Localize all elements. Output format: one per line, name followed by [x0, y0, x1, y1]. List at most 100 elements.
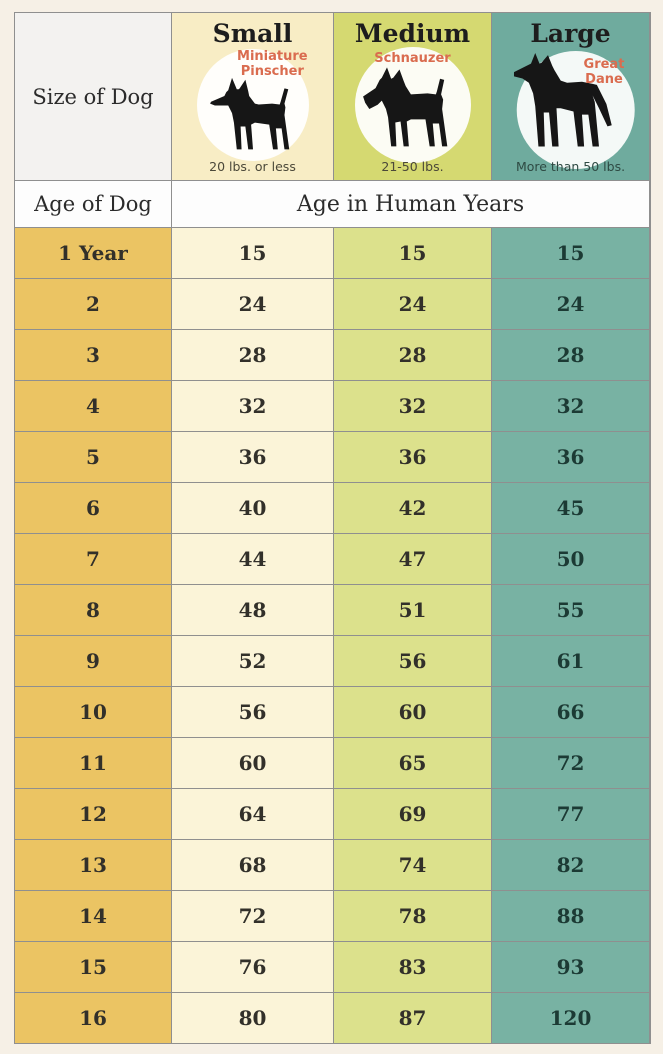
small-dog-human-years-value: 52 — [238, 649, 267, 673]
large-dog-human-years-cell: 24 — [492, 279, 649, 329]
medium-dog-human-years-value: 36 — [398, 445, 427, 469]
small-dog-human-years-value: 64 — [238, 802, 267, 826]
large-dog-human-years-cell: 55 — [492, 585, 649, 635]
small-dog-human-years-cell: 68 — [172, 840, 333, 890]
large-dog-human-years-value: 28 — [556, 343, 585, 367]
large-dog-human-years-value: 15 — [556, 241, 585, 265]
small-dog-human-years-value: 76 — [238, 955, 267, 979]
medium-dog-human-years-cell: 69 — [334, 789, 491, 839]
dog-age-cell: 6 — [15, 483, 171, 533]
medium-dog-human-years-value: 60 — [398, 700, 427, 724]
size-of-dog-label: Size of Dog — [32, 84, 154, 109]
medium-weight-label: 21-50 lbs. — [381, 159, 444, 174]
small-dog-human-years-cell: 24 — [172, 279, 333, 329]
large-dog-human-years-cell: 32 — [492, 381, 649, 431]
large-dog-human-years-value: 50 — [556, 547, 585, 571]
dog-age-value: 5 — [86, 445, 100, 469]
large-breed-label: Great Dane — [583, 57, 625, 87]
medium-dog-human-years-cell: 28 — [334, 330, 491, 380]
small-dog-human-years-value: 48 — [238, 598, 267, 622]
dog-age-cell: 7 — [15, 534, 171, 584]
dog-age-value: 6 — [86, 496, 100, 520]
large-dog-human-years-cell: 82 — [492, 840, 649, 890]
large-dog-human-years-value: 66 — [556, 700, 585, 724]
small-dog-human-years-value: 36 — [238, 445, 267, 469]
large-dog-human-years-value: 88 — [556, 904, 585, 928]
medium-dog-human-years-cell: 87 — [334, 993, 491, 1043]
dog-age-cell: 10 — [15, 687, 171, 737]
large-dog-human-years-value: 32 — [556, 394, 585, 418]
medium-breed-label: Schnauzer — [374, 51, 451, 66]
medium-dog-human-years-value: 47 — [398, 547, 427, 571]
dog-age-cell: 14 — [15, 891, 171, 941]
small-dog-human-years-value: 56 — [238, 700, 267, 724]
medium-dog-human-years-cell: 42 — [334, 483, 491, 533]
medium-dog-human-years-cell: 60 — [334, 687, 491, 737]
small-dog-human-years-cell: 80 — [172, 993, 333, 1043]
dog-age-cell: 1 Year — [15, 228, 171, 278]
dog-age-cell: 16 — [15, 993, 171, 1043]
dog-age-value: 4 — [86, 394, 100, 418]
large-dog-human-years-value: 36 — [556, 445, 585, 469]
medium-dog-human-years-cell: 74 — [334, 840, 491, 890]
dog-age-value: 11 — [79, 751, 107, 775]
schnauzer-silhouette-icon — [362, 67, 447, 147]
small-column-title: Small — [212, 19, 293, 48]
large-dog-human-years-cell: 45 — [492, 483, 649, 533]
small-dog-human-years-cell: 60 — [172, 738, 333, 788]
dog-age-cell: 4 — [15, 381, 171, 431]
medium-dog-human-years-value: 15 — [398, 241, 427, 265]
miniature-pinscher-silhouette-icon — [209, 77, 289, 150]
dog-age-value: 15 — [79, 955, 107, 979]
age-in-human-years-header-cell: Age in Human Years — [172, 181, 649, 227]
large-dog-human-years-value: 61 — [556, 649, 585, 673]
small-dog-human-years-cell: 64 — [172, 789, 333, 839]
dog-age-cell: 9 — [15, 636, 171, 686]
large-dog-human-years-cell: 28 — [492, 330, 649, 380]
large-dog-human-years-cell: 36 — [492, 432, 649, 482]
medium-dog-human-years-value: 83 — [398, 955, 427, 979]
age-table: Size of Dog Small Miniature Pinscher 20 … — [14, 12, 651, 1044]
dog-age-value: 3 — [86, 343, 100, 367]
age-of-dog-header-cell: Age of Dog — [15, 181, 171, 227]
medium-dog-human-years-value: 74 — [398, 853, 427, 877]
dog-age-cell: 12 — [15, 789, 171, 839]
dog-age-cell: 15 — [15, 942, 171, 992]
small-dog-human-years-value: 80 — [238, 1006, 267, 1030]
small-dog-human-years-value: 60 — [238, 751, 267, 775]
small-dog-human-years-value: 68 — [238, 853, 267, 877]
large-dog-human-years-value: 45 — [556, 496, 585, 520]
dog-age-value: 12 — [79, 802, 107, 826]
dog-age-value: 13 — [79, 853, 107, 877]
small-dog-human-years-cell: 15 — [172, 228, 333, 278]
age-in-human-years-label: Age in Human Years — [296, 191, 525, 217]
column-header-small: Small Miniature Pinscher 20 lbs. or less — [172, 13, 333, 180]
large-dog-human-years-cell: 120 — [492, 993, 649, 1043]
medium-dog-human-years-cell: 32 — [334, 381, 491, 431]
age-of-dog-label: Age of Dog — [34, 192, 152, 216]
medium-dog-human-years-cell: 56 — [334, 636, 491, 686]
medium-dog-human-years-cell: 24 — [334, 279, 491, 329]
small-dog-human-years-cell: 44 — [172, 534, 333, 584]
small-dog-human-years-value: 44 — [238, 547, 267, 571]
dog-age-cell: 13 — [15, 840, 171, 890]
medium-dog-human-years-cell: 83 — [334, 942, 491, 992]
small-dog-human-years-value: 28 — [238, 343, 267, 367]
large-dog-human-years-value: 72 — [556, 751, 585, 775]
small-dog-human-years-cell: 52 — [172, 636, 333, 686]
large-weight-label: More than 50 lbs. — [515, 159, 626, 174]
medium-dog-human-years-value: 69 — [398, 802, 427, 826]
large-dog-human-years-cell: 88 — [492, 891, 649, 941]
dog-age-value: 14 — [79, 904, 107, 928]
large-dog-human-years-cell: 61 — [492, 636, 649, 686]
large-dog-human-years-value: 82 — [556, 853, 585, 877]
large-dog-human-years-cell: 93 — [492, 942, 649, 992]
medium-dog-human-years-value: 24 — [398, 292, 427, 316]
large-dog-human-years-value: 24 — [556, 292, 585, 316]
large-dog-human-years-cell: 15 — [492, 228, 649, 278]
small-dog-human-years-value: 72 — [238, 904, 267, 928]
dog-age-value: 2 — [86, 292, 100, 316]
column-header-medium: Medium Schnauzer 21-50 lbs. — [334, 13, 491, 180]
large-dog-human-years-cell: 72 — [492, 738, 649, 788]
dog-age-cell: 8 — [15, 585, 171, 635]
